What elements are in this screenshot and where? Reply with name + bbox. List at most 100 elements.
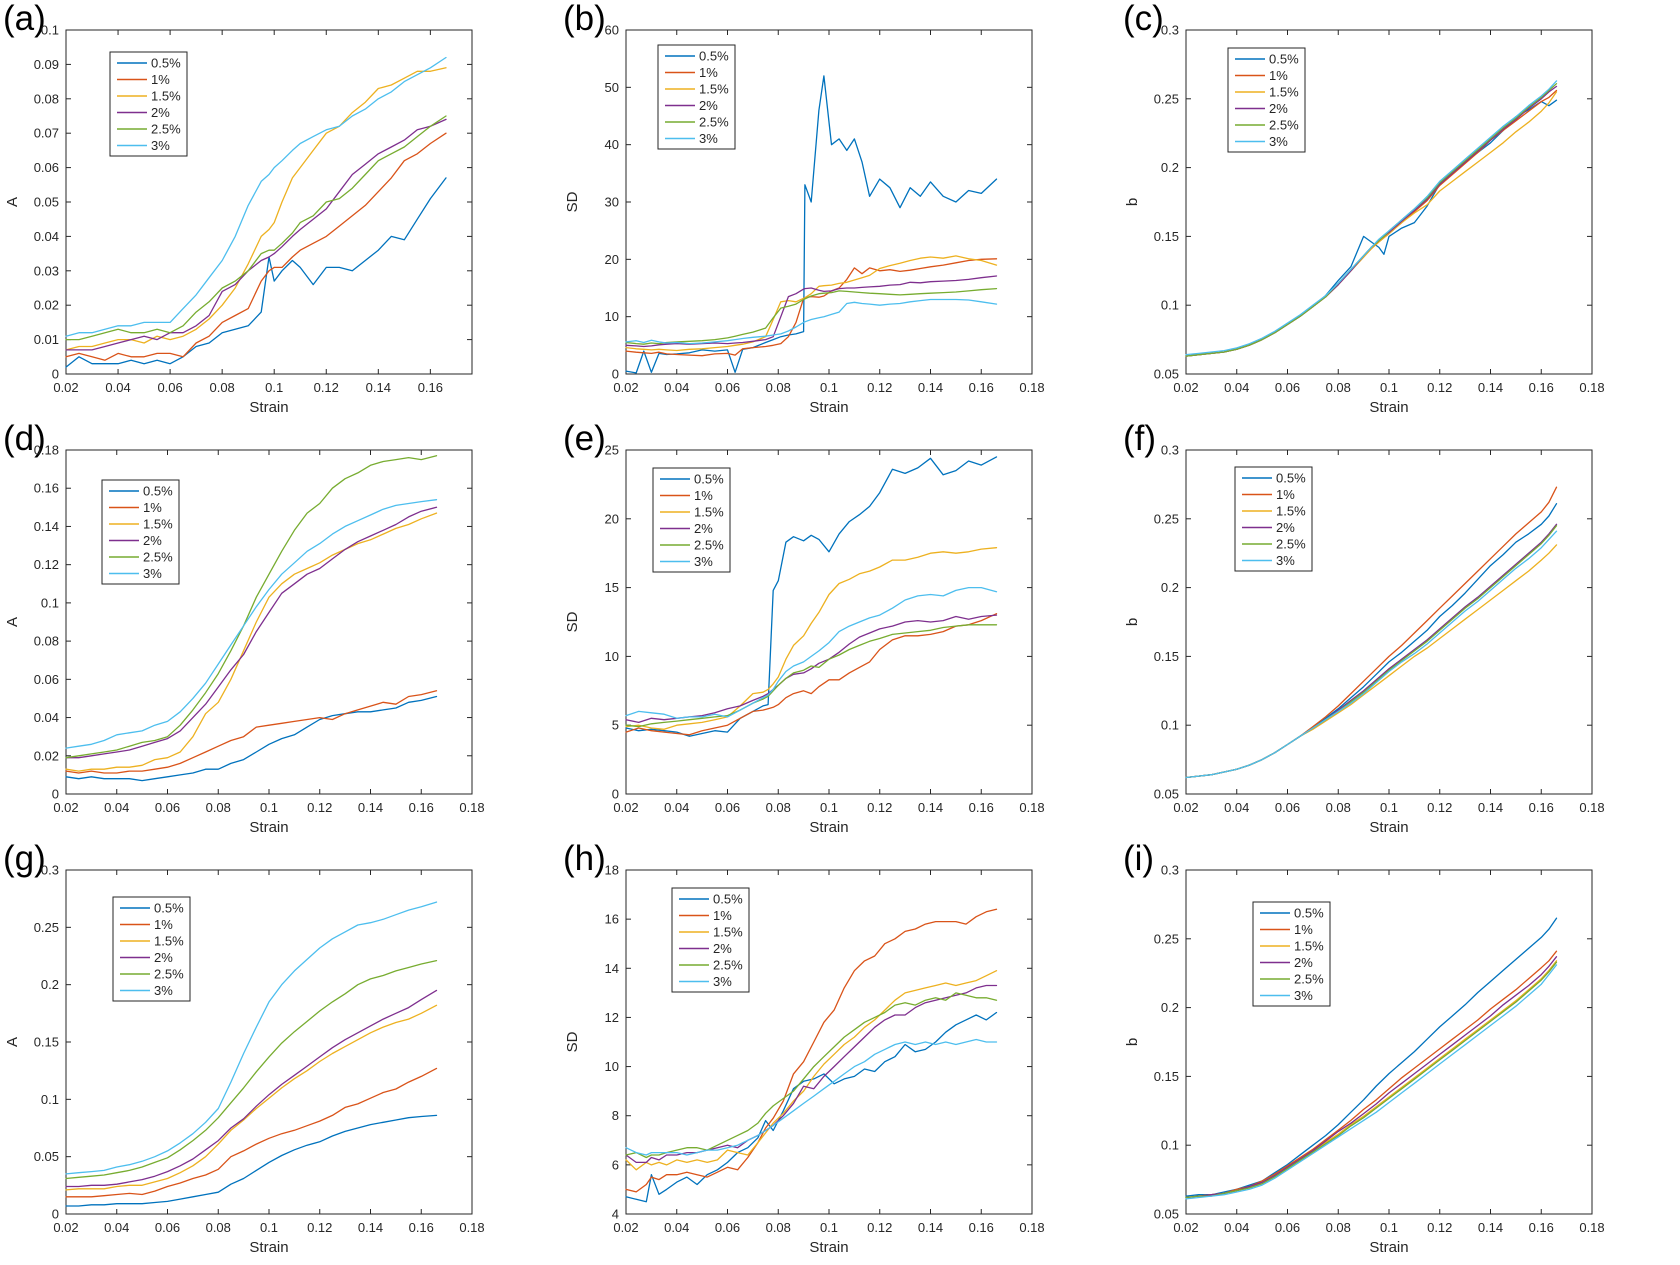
y-tick-label: 0.3	[41, 863, 59, 878]
x-tick-label: 0.14	[1478, 1220, 1503, 1235]
x-tick-label: 0.16	[969, 380, 994, 395]
legend-label: 1%	[1269, 68, 1288, 83]
x-tick-label: 0.06	[157, 380, 182, 395]
series-line-1%	[65, 1067, 438, 1198]
x-tick-label: 0.1	[1380, 800, 1398, 815]
y-tick-label: 0.08	[34, 91, 59, 106]
legend-label: 1.5%	[713, 925, 743, 940]
y-tick-label: 0.25	[1154, 511, 1179, 526]
y-tick-label: 0.2	[1161, 1000, 1179, 1015]
series-line-2%	[625, 275, 998, 348]
legend-label: 2%	[143, 533, 162, 548]
panel-label-f: (f)	[1123, 419, 1157, 458]
panel-c: (c) 0.02 0.04 0.06 0.08 0.1 0.12 0.14 0.16 0.18 0…	[1120, 0, 1680, 420]
legend-label: 2.5%	[694, 538, 724, 553]
x-axis-label: Strain	[249, 819, 288, 836]
series-line-0.5%	[65, 1114, 438, 1207]
y-axis-label: A	[4, 1037, 21, 1047]
y-tick-label: 0.25	[1154, 91, 1179, 106]
legend-label: 3%	[1276, 553, 1295, 568]
y-axis-label: SD	[564, 1031, 581, 1052]
x-tick-label: 0.1	[820, 1220, 838, 1235]
series-line-1.5%	[625, 970, 998, 1171]
series-line-2%	[1185, 956, 1558, 1199]
x-tick-label: 0.08	[1326, 800, 1351, 815]
series-line-1.5%	[65, 1004, 438, 1191]
series-line-0.5%	[65, 177, 447, 368]
x-tick-label: 0.12	[307, 1220, 332, 1235]
legend-label: 2.5%	[699, 115, 729, 130]
series-line-0.5%	[1185, 917, 1558, 1197]
legend-box	[652, 467, 731, 573]
y-tick-label: 0.03	[34, 263, 59, 278]
y-tick-label: 25	[605, 443, 619, 458]
x-tick-label: 0.16	[1529, 1220, 1554, 1235]
x-tick-label: 0.18	[1579, 380, 1604, 395]
legend-label: 2.5%	[151, 122, 181, 137]
y-tick-label: 0.12	[34, 557, 59, 572]
y-tick-label: 0	[612, 787, 619, 802]
y-tick-label: 0.1	[41, 23, 59, 38]
x-tick-label: 0.12	[1427, 380, 1452, 395]
legend-label: 1%	[699, 65, 718, 80]
legend-label: 2%	[699, 98, 718, 113]
series-line-1.5%	[65, 512, 438, 772]
x-tick-label: 0.18	[459, 800, 484, 815]
legend-label: 3%	[694, 554, 713, 569]
x-tick-label: 0.04	[1224, 1220, 1249, 1235]
series-line-3%	[1185, 530, 1558, 779]
y-tick-label: 4	[612, 1207, 619, 1222]
y-tick-label: 0.18	[34, 443, 59, 458]
y-tick-label: 0	[52, 1207, 59, 1222]
series-line-3%	[1185, 80, 1558, 356]
legend-box	[109, 51, 188, 157]
panel-label-h: (h)	[563, 839, 606, 878]
x-tick-label: 0.12	[867, 380, 892, 395]
y-tick-label: 40	[605, 137, 619, 152]
panel-d: (d) 0.02 0.04 0.06 0.08 0.1 0.12 0.14 0.16 0.18 0…	[0, 419, 560, 840]
y-tick-label: 0.1	[1161, 1138, 1179, 1153]
panel-label-g: (g)	[3, 839, 46, 878]
x-tick-label: 0.02	[1173, 380, 1198, 395]
series-line-2%	[625, 984, 998, 1164]
x-tick-label: 0.06	[1275, 1220, 1300, 1235]
legend-label: 1%	[1294, 922, 1313, 937]
x-tick-label: 0.08	[1326, 1220, 1351, 1235]
series-line-1%	[65, 690, 438, 774]
x-tick-label: 0.12	[1427, 800, 1452, 815]
legend-box	[101, 479, 180, 585]
legend-label: 2%	[694, 521, 713, 536]
legend-label: 2.5%	[1276, 537, 1306, 552]
series-line-2%	[625, 614, 998, 724]
x-tick-label: 0.06	[715, 800, 740, 815]
x-tick-label: 0.1	[820, 800, 838, 815]
legend-label: 1.5%	[694, 505, 724, 520]
x-tick-label: 0.14	[918, 800, 943, 815]
series-line-2.5%	[1185, 83, 1558, 357]
x-tick-label: 0.04	[104, 800, 129, 815]
chart-canvas: 0.02 0.04 0.06 0.08 0.1 0.12 0.14 0.16 0.18 0.05 0…	[1124, 443, 1605, 837]
legend-box	[1234, 466, 1313, 572]
x-tick-label: 0.02	[613, 1220, 638, 1235]
x-tick-label: 0.06	[155, 800, 180, 815]
legend-label: 3%	[1269, 134, 1288, 149]
y-tick-label: 16	[605, 912, 619, 927]
chart-canvas: 0.02 0.04 0.06 0.08 0.1 0.12 0.14 0.16 0.18 0.05 0…	[1124, 23, 1605, 417]
x-tick-label: 0.14	[366, 380, 391, 395]
y-tick-label: 0.3	[1161, 23, 1179, 38]
y-tick-label: 50	[605, 80, 619, 95]
x-tick-label: 0.06	[715, 1220, 740, 1235]
legend-label: 3%	[151, 138, 170, 153]
x-tick-label: 0.06	[1275, 800, 1300, 815]
y-tick-label: 30	[605, 195, 619, 210]
series-line-0.5%	[65, 695, 438, 782]
y-axis-label: SD	[564, 611, 581, 632]
series-line-0.5%	[625, 75, 998, 374]
x-tick-label: 0.14	[1478, 800, 1503, 815]
y-tick-label: 20	[605, 252, 619, 267]
y-axis-label: b	[1124, 198, 1141, 206]
x-tick-label: 0.02	[1173, 1220, 1198, 1235]
y-tick-label: 0.01	[34, 332, 59, 347]
plot-box	[1185, 869, 1593, 1215]
x-tick-label: 0.14	[918, 380, 943, 395]
